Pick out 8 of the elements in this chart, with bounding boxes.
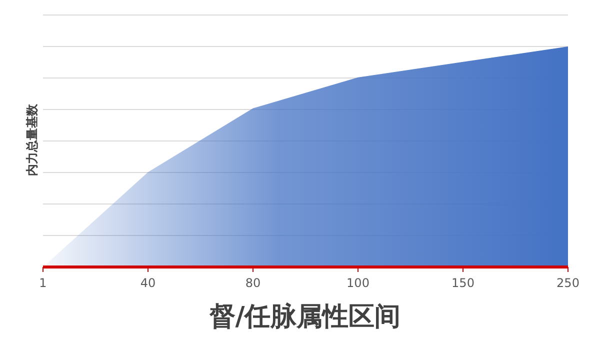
x-tick-label: 150	[452, 276, 474, 290]
x-tick-label: 250	[556, 276, 580, 290]
x-tick-label: 100	[346, 276, 370, 290]
x-tick-label: 40	[140, 276, 156, 290]
y-axis-title: 内力总量基数	[25, 103, 39, 176]
x-tick-label: 1	[39, 276, 47, 290]
x-tick-label: 80	[245, 276, 261, 290]
x-axis-title: 督/任脉属性区间	[208, 302, 401, 332]
